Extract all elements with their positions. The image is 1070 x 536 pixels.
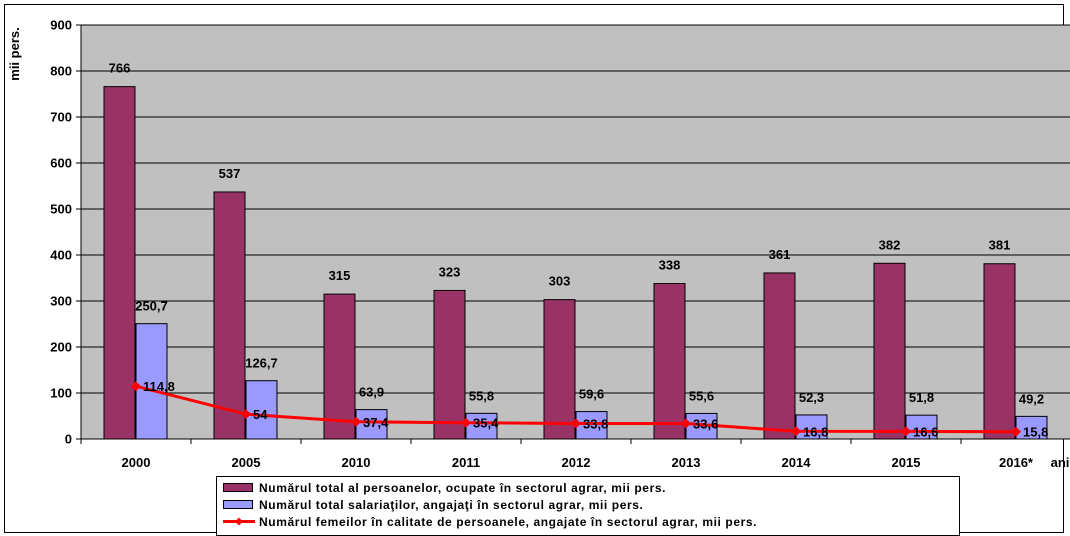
legend: Numărul total al persoanelor, ocupate în… <box>216 476 960 536</box>
legend-swatch-total <box>223 483 253 492</box>
data-label-total: 338 <box>659 258 681 273</box>
marker-women <box>901 426 911 437</box>
legend-swatch-women <box>223 517 255 526</box>
y-tick-label: 0 <box>65 432 72 447</box>
y-tick-label: 800 <box>50 64 72 79</box>
data-label-salaried: 52,3 <box>799 390 824 405</box>
legend-item-women: Numărul femeilor în calitate de persoane… <box>223 513 959 530</box>
marker-women <box>791 426 801 437</box>
x-tick-label: 2010 <box>342 455 371 470</box>
y-axis-label: mii pers. <box>7 27 22 80</box>
x-axis-unit-label: ani <box>1051 455 1070 470</box>
data-label-total: 361 <box>769 247 791 262</box>
y-tick-label: 300 <box>50 294 72 309</box>
data-label-women: 54 <box>253 407 268 422</box>
bar-salaried <box>245 380 278 440</box>
bar-salaried <box>795 414 828 440</box>
bar-salaried <box>135 323 168 440</box>
legend-item-salaried: Numărul total salariaţilor, angajaţi în … <box>223 496 959 513</box>
x-tick-label: 2015 <box>892 455 921 470</box>
y-tick-label: 200 <box>50 340 72 355</box>
bar-total <box>653 283 686 440</box>
x-tick-label: 2013 <box>672 455 701 470</box>
data-label-women: 35,4 <box>473 416 499 431</box>
legend-label-total: Numărul total al persoanelor, ocupate în… <box>259 480 667 495</box>
marker-women <box>1011 426 1021 437</box>
data-label-total: 537 <box>219 166 241 181</box>
y-tick-label: 100 <box>50 386 72 401</box>
y-tick-label: 400 <box>50 248 72 263</box>
marker-women <box>681 418 691 429</box>
data-label-salaried: 63,9 <box>359 385 384 400</box>
data-label-total: 382 <box>879 237 901 252</box>
marker-women <box>461 417 471 428</box>
y-tick-label: 600 <box>50 156 72 171</box>
data-label-women: 114,8 <box>143 379 175 394</box>
x-tick-label: 2011 <box>452 455 480 470</box>
data-label-total: 315 <box>329 268 351 283</box>
bar-salaried <box>355 409 388 440</box>
y-tick-label: 900 <box>50 18 72 33</box>
bar-total <box>213 191 246 440</box>
legend-swatch-salaried <box>223 500 253 509</box>
x-tick-label: 2005 <box>232 455 261 470</box>
marker-women <box>131 381 141 392</box>
legend-label-women: Numărul femeilor în calitate de persoane… <box>259 514 758 529</box>
x-tick-label: 2000 <box>122 455 151 470</box>
data-label-salaried: 59,6 <box>579 387 604 402</box>
bar-total <box>433 289 466 440</box>
data-label-women: 16,8 <box>803 424 828 439</box>
data-label-salaried: 126,7 <box>245 356 278 371</box>
y-tick-label: 700 <box>50 110 72 125</box>
marker-women <box>571 418 581 429</box>
x-tick-label: 2016* <box>999 455 1034 470</box>
marker-women <box>241 409 251 420</box>
bar-salaried <box>575 411 608 440</box>
bar-total <box>323 293 356 440</box>
data-label-total: 303 <box>549 274 571 289</box>
bar-total <box>763 272 796 440</box>
data-label-women: 33,8 <box>583 416 608 431</box>
data-label-women: 16,6 <box>913 424 938 439</box>
data-label-women: 33,6 <box>693 417 718 432</box>
data-label-women: 15,8 <box>1023 425 1048 440</box>
data-label-total: 323 <box>439 264 461 279</box>
data-label-women: 37,4 <box>363 415 389 430</box>
x-tick-label: 2012 <box>562 455 591 470</box>
bar-total <box>873 262 906 440</box>
y-tick-label: 500 <box>50 202 72 217</box>
legend-label-salaried: Numărul total salariaţilor, angajaţi în … <box>259 497 644 512</box>
bar-total <box>983 263 1016 440</box>
data-label-total: 766 <box>109 61 131 76</box>
bar-total <box>543 299 576 440</box>
data-label-salaried: 55,8 <box>469 388 494 403</box>
legend-item-total: Numărul total al persoanelor, ocupate în… <box>223 479 959 496</box>
data-label-total: 381 <box>989 238 1011 253</box>
bar-total <box>103 86 136 440</box>
data-label-salaried: 55,6 <box>689 388 714 403</box>
data-label-salaried: 49,2 <box>1019 391 1044 406</box>
data-label-salaried: 250,7 <box>135 299 168 314</box>
x-tick-label: 2014 <box>782 455 812 470</box>
data-label-salaried: 51,8 <box>909 390 934 405</box>
marker-women <box>351 416 361 427</box>
